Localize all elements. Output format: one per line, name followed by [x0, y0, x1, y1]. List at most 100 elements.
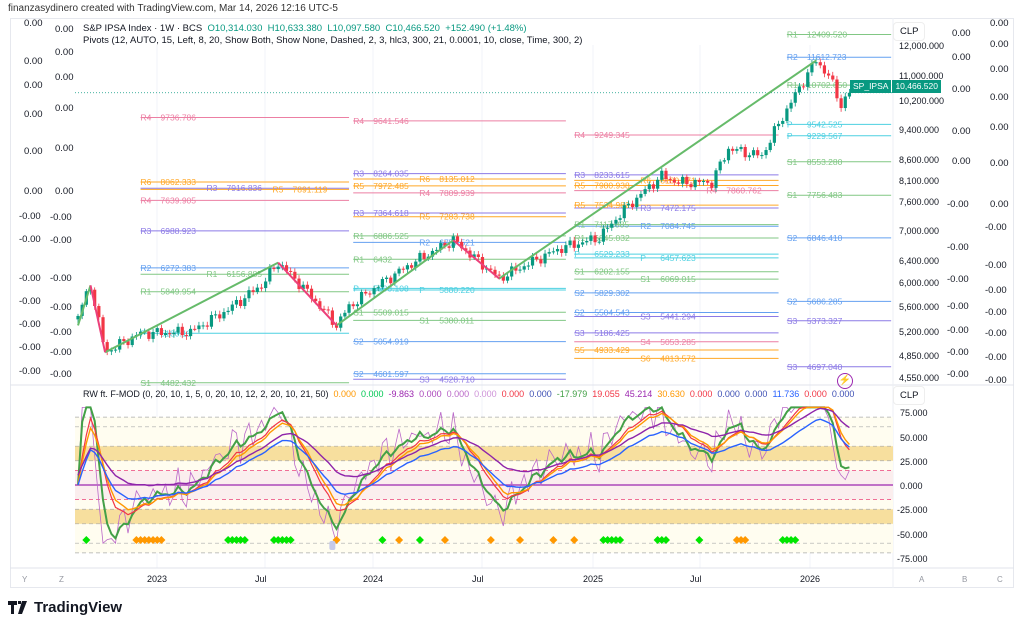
oscillator-axis-label[interactable]: 25.000 — [900, 456, 928, 467]
candle-down — [827, 73, 831, 76]
price-axis-label[interactable]: 10,200.000 — [899, 96, 945, 106]
candle-up — [109, 350, 113, 352]
left-scale-label: 0.00 — [24, 146, 43, 157]
candle-up — [610, 223, 614, 228]
oscillator-currency-label[interactable]: CLP — [893, 386, 926, 405]
price-axis-label[interactable]: 11,000.000 — [899, 71, 944, 81]
candle-up — [76, 315, 80, 320]
osc-lower-band — [75, 509, 893, 524]
right-scale-label: -0.00 — [947, 347, 969, 358]
time-axis-label[interactable]: 2026 — [800, 574, 821, 584]
candle-down — [251, 290, 255, 292]
candle-up — [726, 148, 731, 161]
oscillator-value: 30.630 — [657, 389, 685, 399]
candle-up — [806, 72, 810, 87]
candle-down — [801, 86, 806, 88]
oscillator-value: -9.863 — [388, 389, 415, 399]
price-axis-label[interactable]: 7,000.000 — [899, 226, 940, 236]
candle-down — [326, 309, 330, 311]
pivot-level-value: 5509.015 — [373, 307, 409, 317]
oscillator-axis-label[interactable]: 0.000 — [900, 481, 923, 491]
pivot-level-value: 7283.738 — [439, 212, 475, 222]
candle-up — [163, 333, 168, 335]
price-axis-label[interactable]: 7,600.000 — [899, 197, 940, 207]
candle-up — [718, 161, 722, 171]
trendline-up — [77, 285, 92, 326]
pivot-level-value: 8264.035 — [373, 169, 409, 179]
oscillator-axis-label[interactable]: -25.000 — [897, 505, 928, 516]
pivot-level-label: S2 — [787, 296, 798, 306]
candle-up — [418, 252, 422, 262]
oscillator-axis-label[interactable]: -50.000 — [897, 529, 928, 540]
candle-down — [389, 277, 393, 284]
candle-down — [831, 75, 835, 80]
oscillator-axis-label[interactable]: 75.000 — [900, 408, 928, 419]
candle-up — [776, 123, 781, 127]
oscillator-value: 0.000 — [474, 389, 497, 399]
time-axis-label[interactable]: 2025 — [583, 574, 604, 584]
oscillator-axis-label[interactable]: -75.000 — [897, 553, 928, 564]
price-axis-label[interactable]: 6,000.000 — [899, 278, 940, 288]
oscillator-label[interactable]: RW ft. F-MOD (0, 20, 10, 1, 5, 0, 20, 10… — [83, 389, 329, 399]
price-axis-label[interactable]: 12,000.000 — [899, 41, 945, 51]
pivot-level-value: 6156.885 — [227, 269, 263, 279]
green-signal-diamond — [224, 536, 233, 544]
candle-down — [289, 270, 293, 272]
candle-down — [168, 333, 172, 335]
time-axis-label[interactable]: 2023 — [147, 574, 168, 584]
lightning-alert-icon[interactable]: ⚡ — [837, 373, 853, 389]
price-axis-label[interactable]: 8,600.000 — [899, 155, 940, 165]
green-signal-diamond — [653, 536, 662, 544]
pivot-level-label: R2 — [787, 52, 798, 62]
pivot-level-value: 6432 — [373, 254, 392, 264]
left-scale-label: 0.00 — [24, 186, 43, 197]
pivots-indicator-label[interactable]: Pivots (12, AUTO, 15, Left, 8, 20, Show … — [83, 35, 583, 46]
candle-down — [818, 62, 822, 66]
candle-down — [401, 268, 405, 270]
candle-up — [747, 155, 751, 158]
candle-down — [368, 293, 372, 295]
price-axis-label[interactable]: 4,550.000 — [899, 373, 940, 383]
left-scale-label: 0.00 — [55, 186, 74, 197]
symbol-legend[interactable]: S&P IPSA Index · 1W · BCS O10,314.030 H1… — [83, 23, 527, 35]
price-axis-label[interactable]: 4,850.000 — [899, 351, 940, 361]
oscillator-value: 0.000 — [419, 389, 442, 399]
tradingview-logo[interactable]: TradingView — [8, 599, 122, 616]
candle-up — [847, 92, 852, 97]
right-scale-label: -0.00 — [985, 260, 1007, 271]
time-axis-label[interactable]: Jul — [255, 574, 267, 584]
candle-down — [710, 182, 714, 188]
right-scale-label: 0.00 — [952, 84, 971, 95]
green-signal-diamond — [603, 536, 612, 544]
pivot-level-value: 4601.597 — [373, 369, 409, 379]
price-axis-label[interactable]: 6,400.000 — [899, 256, 940, 266]
time-axis-label[interactable]: Jul — [690, 574, 702, 584]
orange-signal-diamond — [549, 536, 558, 544]
currency-label[interactable]: CLP — [893, 22, 926, 41]
price-axis-label[interactable]: 5,600.000 — [899, 302, 940, 312]
candle-down — [101, 317, 105, 343]
candle-up — [355, 304, 359, 307]
pivot-level-label: P — [640, 253, 646, 263]
time-axis-label[interactable]: 2024 — [363, 574, 384, 584]
pivot-level-value: 7534.982 — [594, 200, 630, 210]
time-axis-label[interactable]: Jul — [472, 574, 484, 584]
pivot-level-value: 5504.543 — [594, 308, 630, 318]
candle-up — [714, 170, 718, 188]
price-axis-label[interactable]: 8,100.000 — [899, 176, 940, 186]
pivot-level-label: R4 — [574, 130, 585, 140]
left-scale-label: 0.00 — [55, 24, 74, 35]
price-axis-label[interactable]: 9,400.000 — [899, 125, 940, 135]
orange-signal-diamond — [395, 536, 404, 544]
right-scale-label: 0.00 — [952, 52, 971, 63]
symbol-title[interactable]: S&P IPSA Index · 1W · BCS — [83, 23, 203, 34]
pivot-level-value: 5186.425 — [594, 328, 630, 338]
candle-up — [789, 102, 793, 109]
pivot-level-value: 5849.954 — [161, 287, 197, 297]
candle-down — [364, 291, 368, 294]
oscillator-axis-label[interactable]: 50.000 — [900, 432, 928, 443]
oscillator-legend[interactable]: RW ft. F-MOD (0, 20, 10, 1, 5, 0, 20, 10… — [83, 389, 883, 400]
price-axis-label[interactable]: 5,200.000 — [899, 327, 940, 337]
candle-down — [314, 298, 318, 302]
